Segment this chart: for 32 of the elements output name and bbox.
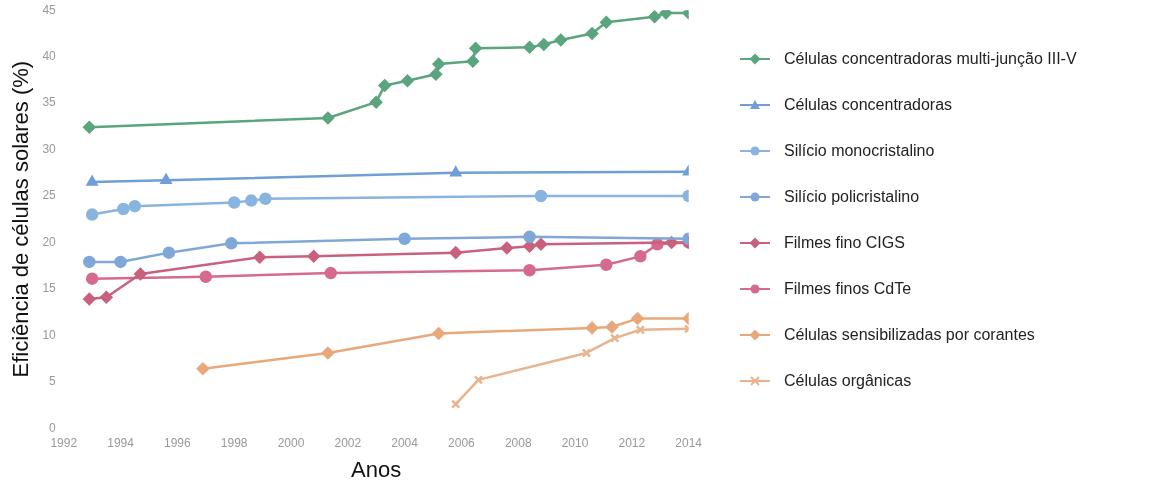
legend-label: Células sensibilizadas por corantes: [784, 326, 1035, 344]
y-tick-label: 40: [42, 48, 57, 63]
y-tick-label: 15: [42, 281, 57, 296]
x-tick-label: 2010: [561, 435, 589, 450]
x-tick-label: 1996: [164, 435, 192, 450]
x-axis-title: Anos: [351, 456, 402, 482]
y-axis-title: Eficiência de células solares (%): [8, 60, 34, 378]
y-tick-label: 20: [42, 234, 57, 249]
y-tick-label: 5: [49, 374, 57, 389]
x-tick-label: 1994: [107, 435, 135, 450]
y-tick-label: 45: [42, 2, 57, 17]
y-tick-label: 0: [49, 420, 57, 435]
x-tick-label: 2004: [391, 435, 419, 450]
x-tick-label: 2002: [334, 435, 362, 450]
x-tick-label: 1998: [220, 435, 248, 450]
legend-label: Células orgânicas: [784, 372, 912, 390]
x-tick-label: 2008: [504, 435, 532, 450]
y-tick-label: 25: [42, 188, 57, 203]
x-tick-label: 2012: [618, 435, 646, 450]
y-tick-label: 35: [42, 95, 57, 110]
legend-label: Silício policristalino: [784, 188, 920, 206]
y-tick-label: 10: [42, 327, 57, 342]
legend-label: Filmes finos CdTe: [784, 280, 912, 298]
x-tick-label: 1992: [50, 435, 78, 450]
legend-label: Células concentradoras: [784, 96, 953, 114]
legend-label: Células concentradoras multi-junção III-V: [784, 50, 1077, 68]
legend-label: Silício monocristalino: [784, 142, 935, 160]
x-tick-label: 2006: [448, 435, 476, 450]
y-tick-label: 30: [42, 141, 57, 156]
x-tick-label: 2014: [675, 435, 703, 450]
x-tick-label: 2000: [277, 435, 305, 450]
legend-label: Filmes fino CIGS: [784, 234, 905, 252]
